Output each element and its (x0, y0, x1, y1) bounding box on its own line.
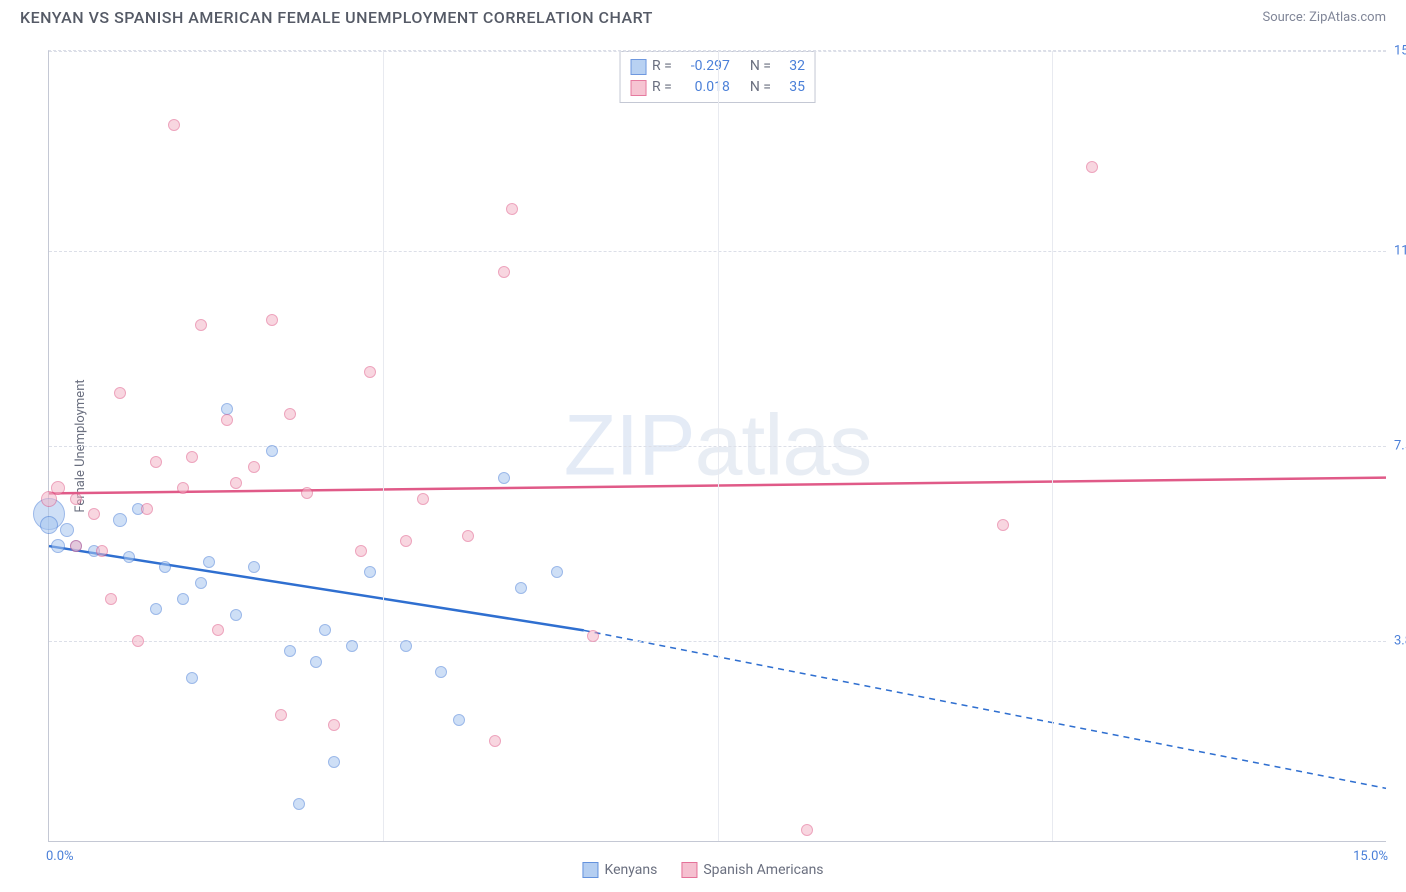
scatter-point-spanish[interactable] (801, 824, 813, 836)
plot-wrap: ZIPatlas R =-0.297N =32R =0.018N =35 3.8… (48, 50, 1386, 842)
stats-swatch-spanish (630, 80, 646, 96)
trend-line-dash-kenyans (584, 630, 1386, 788)
scatter-point-spanish[interactable] (168, 119, 180, 131)
scatter-point-spanish[interactable] (489, 735, 501, 747)
scatter-point-spanish[interactable] (266, 314, 278, 326)
scatter-point-spanish[interactable] (221, 414, 233, 426)
scatter-point-spanish[interactable] (70, 493, 82, 505)
scatter-point-spanish[interactable] (400, 535, 412, 547)
y-tick-label: 15.0% (1394, 44, 1406, 59)
scatter-point-spanish[interactable] (150, 456, 162, 468)
scatter-point-spanish[interactable] (275, 709, 287, 721)
source-link[interactable]: ZipAtlas.com (1309, 10, 1386, 25)
scatter-point-spanish[interactable] (177, 482, 189, 494)
scatter-point-spanish[interactable] (498, 266, 510, 278)
scatter-point-spanish[interactable] (284, 408, 296, 420)
scatter-point-kenyans[interactable] (248, 561, 260, 573)
scatter-point-kenyans[interactable] (346, 640, 358, 652)
stats-r-value: 0.018 (678, 77, 730, 98)
scatter-point-spanish[interactable] (96, 545, 108, 557)
bottom-legend: Kenyans Spanish Americans (582, 862, 823, 878)
scatter-point-spanish[interactable] (212, 624, 224, 636)
x-axis-min-label: 0.0% (46, 849, 74, 864)
scatter-point-kenyans[interactable] (284, 645, 296, 657)
scatter-point-spanish[interactable] (186, 451, 198, 463)
scatter-point-kenyans[interactable] (453, 714, 465, 726)
legend-label: Kenyans (604, 862, 657, 878)
y-tick-label: 3.8% (1394, 633, 1406, 648)
scatter-point-kenyans[interactable] (400, 640, 412, 652)
scatter-point-kenyans[interactable] (150, 603, 162, 615)
stats-n-label: N = (750, 56, 771, 77)
scatter-point-spanish[interactable] (355, 545, 367, 557)
scatter-point-kenyans[interactable] (186, 672, 198, 684)
scatter-point-spanish[interactable] (417, 493, 429, 505)
scatter-point-spanish[interactable] (587, 630, 599, 642)
scatter-point-kenyans[interactable] (123, 551, 135, 563)
scatter-point-kenyans[interactable] (498, 472, 510, 484)
source-prefix: Source: (1262, 10, 1309, 25)
scatter-point-spanish[interactable] (88, 508, 100, 520)
scatter-point-kenyans[interactable] (159, 561, 171, 573)
scatter-point-spanish[interactable] (506, 203, 518, 215)
legend-swatch-kenyans (582, 862, 598, 878)
plot-area: ZIPatlas R =-0.297N =32R =0.018N =35 3.8… (48, 50, 1386, 842)
source-attribution: Source: ZipAtlas.com (1262, 10, 1386, 25)
legend-label: Spanish Americans (703, 862, 823, 878)
stats-n-label: N = (750, 77, 771, 98)
scatter-point-kenyans[interactable] (177, 593, 189, 605)
stats-r-label: R = (652, 56, 672, 77)
scatter-point-kenyans[interactable] (230, 609, 242, 621)
scatter-point-kenyans[interactable] (60, 523, 74, 537)
scatter-point-spanish[interactable] (132, 635, 144, 647)
scatter-point-spanish[interactable] (301, 487, 313, 499)
legend-item-kenyans[interactable]: Kenyans (582, 862, 657, 878)
legend-swatch-spanish (681, 862, 697, 878)
y-tick-label: 7.5% (1394, 439, 1406, 454)
stats-r-value: -0.297 (678, 56, 730, 77)
scatter-point-spanish[interactable] (141, 503, 153, 515)
stats-r-label: R = (652, 77, 672, 98)
scatter-point-kenyans[interactable] (319, 624, 331, 636)
vgrid-line (718, 51, 719, 841)
scatter-point-spanish[interactable] (70, 540, 82, 552)
scatter-point-kenyans[interactable] (195, 577, 207, 589)
scatter-point-kenyans[interactable] (293, 798, 305, 810)
scatter-point-kenyans[interactable] (40, 516, 58, 534)
scatter-point-kenyans[interactable] (310, 656, 322, 668)
y-tick-label: 11.2% (1394, 244, 1406, 259)
vgrid-line (1052, 51, 1053, 841)
scatter-point-spanish[interactable] (114, 387, 126, 399)
scatter-point-spanish[interactable] (105, 593, 117, 605)
scatter-point-kenyans[interactable] (266, 445, 278, 457)
stats-swatch-kenyans (630, 59, 646, 75)
legend-item-spanish[interactable]: Spanish Americans (681, 862, 823, 878)
scatter-point-kenyans[interactable] (515, 582, 527, 594)
scatter-point-spanish[interactable] (230, 477, 242, 489)
scatter-point-kenyans[interactable] (113, 513, 127, 527)
scatter-point-spanish[interactable] (462, 530, 474, 542)
scatter-point-spanish[interactable] (248, 461, 260, 473)
scatter-point-spanish[interactable] (997, 519, 1009, 531)
scatter-point-spanish[interactable] (51, 481, 65, 495)
scatter-point-kenyans[interactable] (551, 566, 563, 578)
scatter-point-spanish[interactable] (328, 719, 340, 731)
scatter-point-kenyans[interactable] (435, 666, 447, 678)
x-axis-max-label: 15.0% (1353, 849, 1388, 864)
scatter-point-kenyans[interactable] (51, 539, 65, 553)
scatter-point-spanish[interactable] (1086, 161, 1098, 173)
scatter-point-spanish[interactable] (364, 366, 376, 378)
scatter-point-kenyans[interactable] (328, 756, 340, 768)
vgrid-line (383, 51, 384, 841)
stats-n-value: 35 (777, 77, 805, 98)
chart-title: KENYAN VS SPANISH AMERICAN FEMALE UNEMPL… (20, 8, 653, 27)
stats-n-value: 32 (777, 56, 805, 77)
scatter-point-kenyans[interactable] (203, 556, 215, 568)
chart-header: KENYAN VS SPANISH AMERICAN FEMALE UNEMPL… (0, 0, 1406, 31)
scatter-point-kenyans[interactable] (364, 566, 376, 578)
scatter-point-spanish[interactable] (195, 319, 207, 331)
